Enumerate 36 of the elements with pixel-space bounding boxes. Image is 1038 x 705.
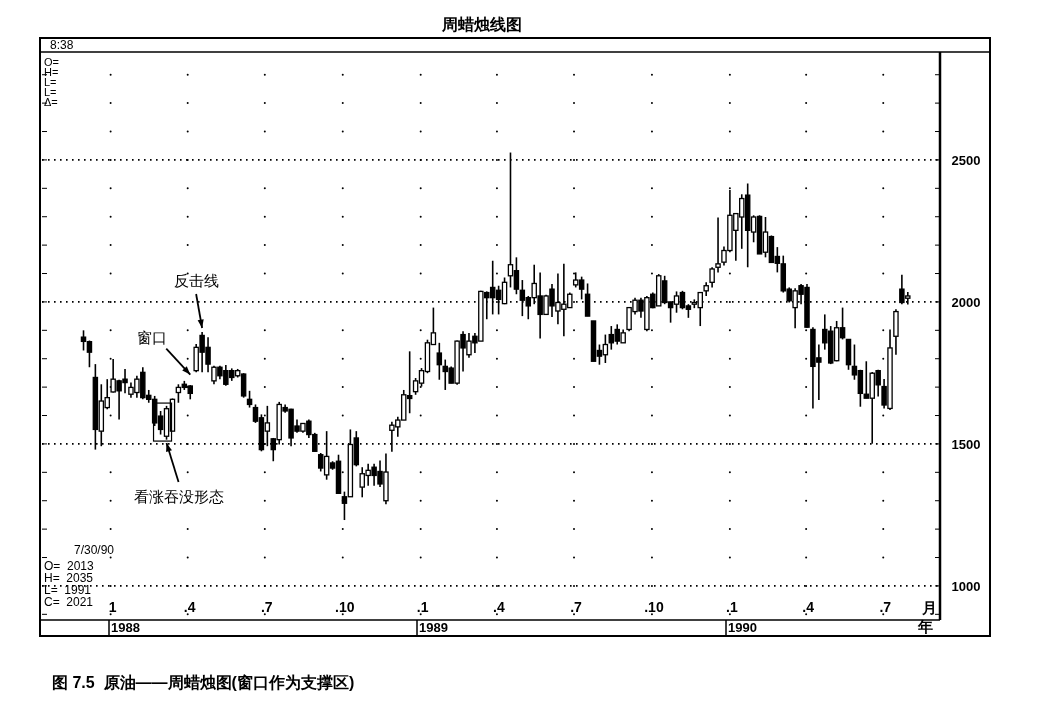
y-tick-label: 1500 bbox=[951, 436, 981, 452]
annotation: 窗口 bbox=[137, 328, 168, 346]
x-tick-label: .7 bbox=[570, 599, 583, 615]
x-tick-label: .4 bbox=[493, 599, 505, 615]
x-tick-label: .4 bbox=[802, 599, 815, 615]
annotation: L= 1991 bbox=[44, 583, 92, 597]
x-tick-label: .7 bbox=[260, 599, 273, 615]
annotation: 年 bbox=[916, 618, 933, 635]
caption: 图 7.5 原油——周蜡烛图(窗口作为支撑区) bbox=[52, 673, 355, 691]
x-tick-label: .1 bbox=[416, 599, 429, 615]
annotation: O= 2013 bbox=[44, 559, 95, 573]
annotation: 7/30/90 bbox=[74, 543, 115, 557]
annotation: 1990 bbox=[728, 620, 757, 635]
x-tick-label: 1 bbox=[108, 599, 117, 615]
annotation: L= bbox=[44, 76, 57, 88]
annotation: H= bbox=[44, 66, 59, 78]
y-tick-label: 1000 bbox=[951, 578, 981, 594]
x-tick-label: .7 bbox=[879, 599, 892, 615]
annotation: 1989 bbox=[419, 620, 448, 635]
x-tick-label: .10 bbox=[644, 599, 664, 615]
x-tick-label: .4 bbox=[183, 599, 196, 615]
annotation: Δ= bbox=[44, 96, 58, 108]
x-tick-label: .10 bbox=[335, 599, 355, 615]
annotation: L= bbox=[44, 86, 57, 98]
annotation: C= 2021 bbox=[44, 595, 94, 609]
x-tick-label: .1 bbox=[726, 599, 738, 615]
annotation: 8:38 bbox=[50, 38, 74, 52]
y-tick-label: 2000 bbox=[951, 294, 981, 310]
chart-title: 周蜡烛线图 bbox=[441, 16, 522, 33]
y-tick-label: 2500 bbox=[951, 152, 981, 168]
annotation: O= bbox=[44, 56, 59, 68]
x-axis-title: 月 bbox=[920, 599, 937, 616]
annotation: 1988 bbox=[111, 620, 140, 635]
annotation: 看涨吞没形态 bbox=[133, 488, 224, 506]
annotation: H= 2035 bbox=[44, 571, 94, 585]
annotation: 反击线 bbox=[173, 272, 219, 290]
